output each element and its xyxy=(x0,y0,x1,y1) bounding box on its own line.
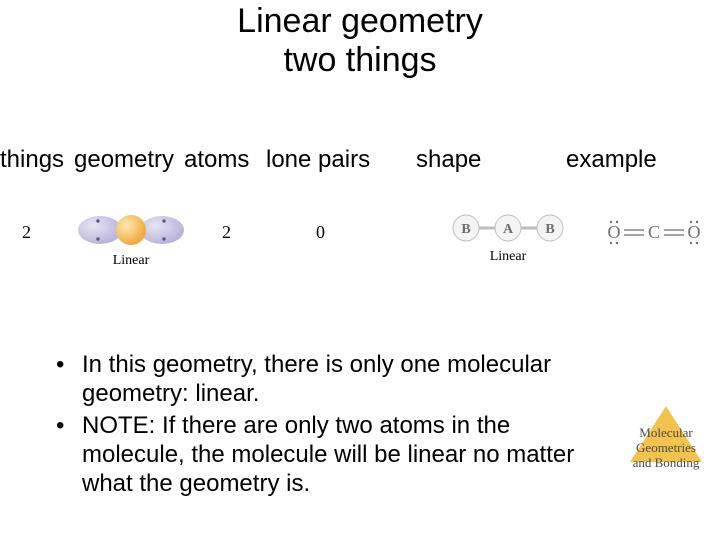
data-row: 2 Linear 2 0 B A B L xyxy=(0,208,720,280)
svg-text:B: B xyxy=(461,222,470,237)
header-lone-pairs: lone pairs xyxy=(266,146,416,174)
shape-diagram: B A B Linear xyxy=(448,208,568,274)
bullet-list: In this geometry, there is only one mole… xyxy=(0,350,720,498)
value-lone-pairs: 0 xyxy=(316,222,325,243)
svg-text:B: B xyxy=(545,222,554,237)
shape-label: Linear xyxy=(490,249,527,264)
geometry-diagram: Linear xyxy=(76,208,186,274)
corner-logo: Molecular Geometries and Bonding xyxy=(616,406,716,484)
corner-text: Molecular Geometries and Bonding xyxy=(616,426,716,471)
value-atoms: 2 xyxy=(222,222,231,243)
slide-title: Linear geometry two things xyxy=(0,0,720,80)
bullet-2: NOTE: If there are only two atoms in the… xyxy=(82,411,600,499)
geometry-label: Linear xyxy=(113,253,150,268)
title-line-2: two things xyxy=(0,41,720,80)
bullet-1: In this geometry, there is only one mole… xyxy=(82,350,600,409)
svg-text:A: A xyxy=(503,222,514,237)
column-headers: things geometry atoms lone pairs shape e… xyxy=(0,146,720,174)
header-things: things xyxy=(0,146,74,174)
header-atoms: atoms xyxy=(184,146,266,174)
example-diagram: O C O xyxy=(602,214,712,254)
header-geometry: geometry xyxy=(74,146,184,174)
svg-text:C: C xyxy=(648,222,660,242)
svg-text:O: O xyxy=(688,222,701,242)
svg-text:O: O xyxy=(608,222,621,242)
header-shape: shape xyxy=(416,146,566,174)
title-line-1: Linear geometry xyxy=(0,2,720,41)
value-things: 2 xyxy=(22,222,31,243)
header-example: example xyxy=(566,146,686,174)
